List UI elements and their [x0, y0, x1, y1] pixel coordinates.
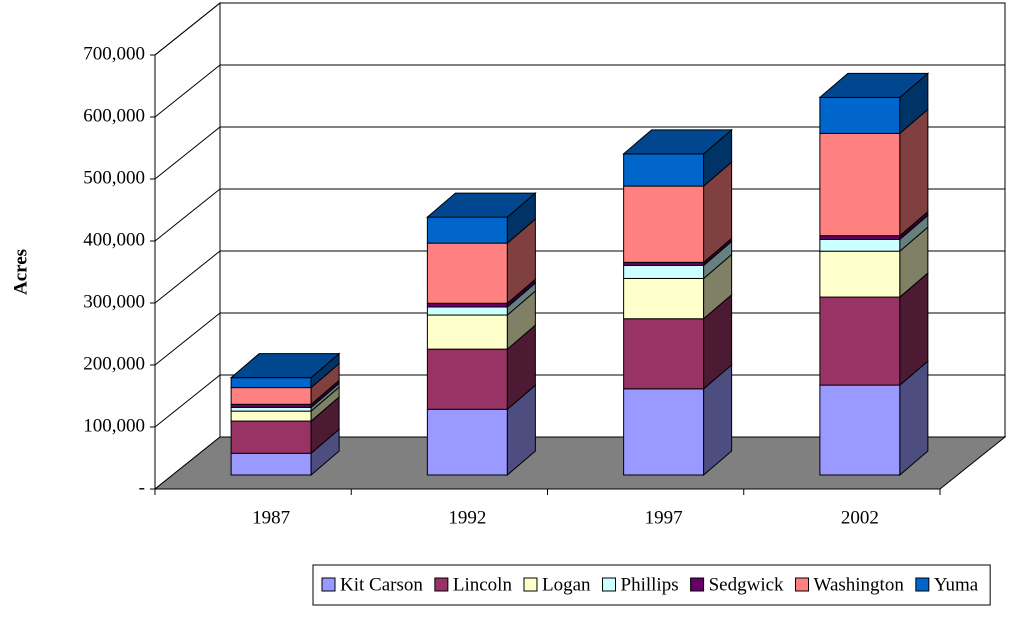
- bar-front: [426, 302, 508, 308]
- bar-segment: [426, 191, 537, 245]
- bar-segment: [622, 128, 733, 188]
- y-tick-label: 700,000: [83, 43, 145, 64]
- bar-segment: [819, 271, 929, 387]
- bar-segment: [426, 218, 536, 305]
- bar-front: [230, 420, 312, 454]
- left-wall: [154, 1, 221, 491]
- legend-label: Sedgwick: [709, 574, 784, 595]
- bar-front: [623, 318, 705, 390]
- bar-segment: [230, 362, 340, 406]
- bar-segment: [819, 226, 929, 299]
- bar-front: [426, 408, 508, 476]
- legend-box: [312, 564, 991, 606]
- bar-front: [819, 296, 901, 386]
- y-tick-label: 500,000: [83, 167, 145, 188]
- legend-label: Yuma: [934, 574, 979, 595]
- bar-top: [622, 129, 733, 155]
- y-tick-label: 200,000: [83, 353, 145, 374]
- legend-label: Phillips: [621, 574, 679, 595]
- y-tick-label: 600,000: [83, 105, 145, 126]
- bar-front: [819, 250, 901, 298]
- x-tick-label: 1987: [252, 507, 290, 528]
- bar-front: [623, 264, 705, 279]
- bar-front: [426, 242, 508, 304]
- grid-line: [154, 64, 1005, 118]
- legend-swatch: [795, 577, 810, 592]
- legend-label: Washington: [814, 574, 905, 595]
- y-tick-label: -: [139, 477, 145, 498]
- bar-front: [230, 410, 312, 422]
- bar-front: [623, 388, 705, 476]
- bar-segment: [426, 324, 536, 411]
- y-tick-label: 400,000: [83, 229, 145, 250]
- bar-segment: [230, 395, 340, 455]
- legend-label: Lincoln: [453, 574, 513, 595]
- y-axis-title: Acres: [10, 249, 31, 295]
- x-tick-label: 1992: [448, 507, 486, 528]
- bar-front: [426, 306, 508, 316]
- bar-top: [818, 72, 930, 98]
- grid-line: [154, 250, 1005, 304]
- bar-front: [230, 387, 312, 405]
- bar-segment: [426, 384, 536, 477]
- bar-front: [426, 314, 508, 350]
- bar-front: [623, 277, 705, 320]
- legend-swatch: [321, 577, 336, 592]
- bar-segment: [819, 360, 929, 477]
- bar-front: [230, 452, 312, 476]
- grid-line: [154, 126, 1005, 180]
- legend: Kit Carson Lincoln Logan Phillips Sedgwick Wa…: [312, 564, 991, 606]
- grid-line: [154, 312, 1005, 366]
- legend-swatch: [690, 577, 705, 592]
- bar-front: [819, 132, 901, 237]
- legend-swatch: [915, 577, 930, 592]
- y-tick-label: 100,000: [83, 415, 145, 436]
- bar-top: [229, 353, 341, 379]
- bar-segment: [623, 293, 733, 390]
- bar-segment: [623, 253, 733, 320]
- x-tick-label: 1997: [645, 507, 683, 528]
- bar-front: [426, 348, 508, 410]
- grid-line: [154, 374, 1005, 428]
- bar-front: [819, 238, 901, 252]
- bar-segment: [623, 363, 733, 477]
- x-tick-label: 2002: [841, 507, 879, 528]
- bar-segment: [229, 352, 341, 389]
- bar-front: [230, 377, 312, 389]
- legend-swatch: [434, 577, 449, 592]
- bar-segment: [426, 289, 536, 351]
- legend-label: Kit Carson: [340, 574, 423, 595]
- bar-front: [819, 235, 901, 240]
- legend-label: Logan: [542, 574, 591, 595]
- legend-swatch: [523, 577, 538, 592]
- bar-top: [426, 192, 537, 218]
- bar-segment: [819, 108, 929, 237]
- grid-line: [154, 2, 1005, 56]
- bar-front: [819, 96, 901, 134]
- bar-front: [230, 406, 312, 412]
- bar-front: [426, 216, 508, 244]
- y-tick-label: 300,000: [83, 291, 145, 312]
- bar-segment: [818, 72, 930, 135]
- grid-line: [154, 188, 1005, 242]
- bar-segment: [623, 160, 733, 264]
- bar-front: [623, 153, 705, 187]
- bar-front: [623, 185, 705, 263]
- bar-front: [819, 384, 901, 476]
- legend-swatch: [602, 577, 617, 592]
